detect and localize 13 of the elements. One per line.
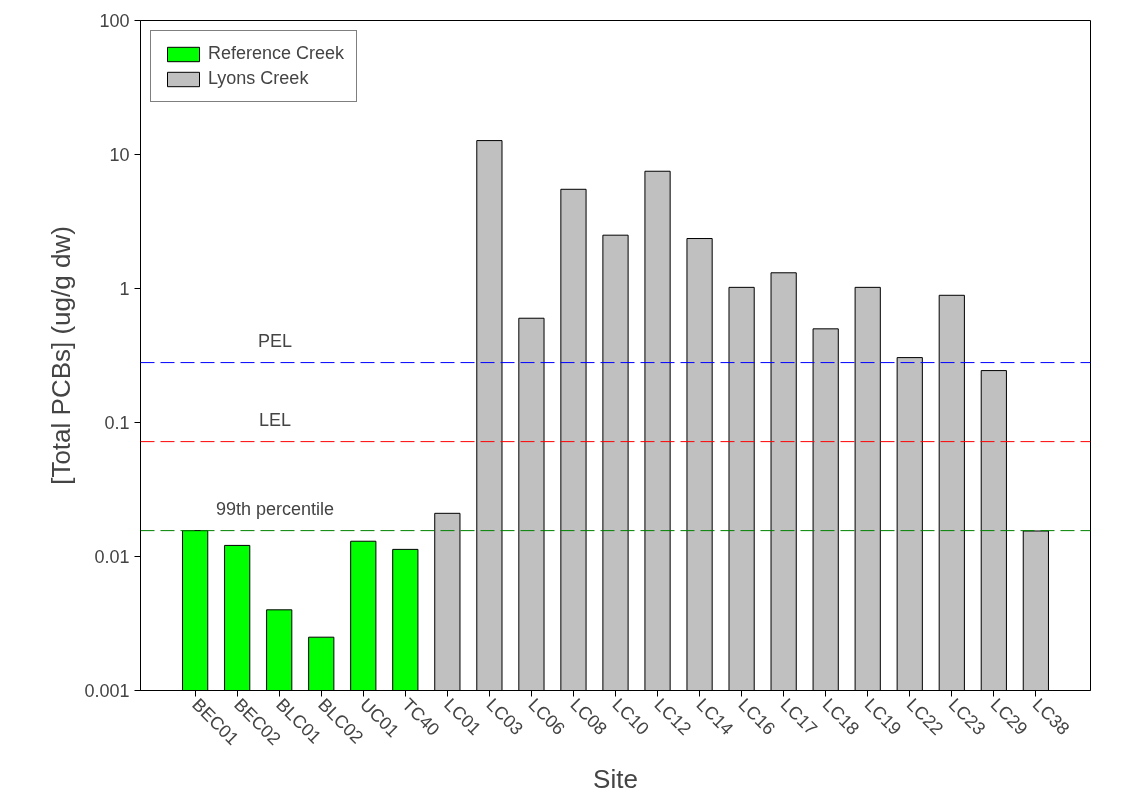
y-tick-label: 0.001	[84, 681, 130, 701]
ref-line-label: 99th percentile	[215, 498, 335, 519]
legend-label: Lyons Creek	[208, 68, 309, 89]
y-axis-title: [Total PCBs] (ug/g dw)	[46, 226, 77, 485]
y-tick-label: 1	[119, 279, 130, 299]
y-tick-label: 0.1	[104, 413, 130, 433]
y-tick-label: 10	[109, 145, 130, 165]
y-tick-label: 0.01	[94, 547, 130, 567]
ref-line-label: LEL	[259, 409, 292, 430]
legend-label: Reference Creek	[208, 43, 345, 64]
ref-line-label: PEL	[258, 330, 293, 351]
y-tick-label: 100	[99, 11, 130, 31]
x-axis-title: Site	[593, 763, 638, 794]
